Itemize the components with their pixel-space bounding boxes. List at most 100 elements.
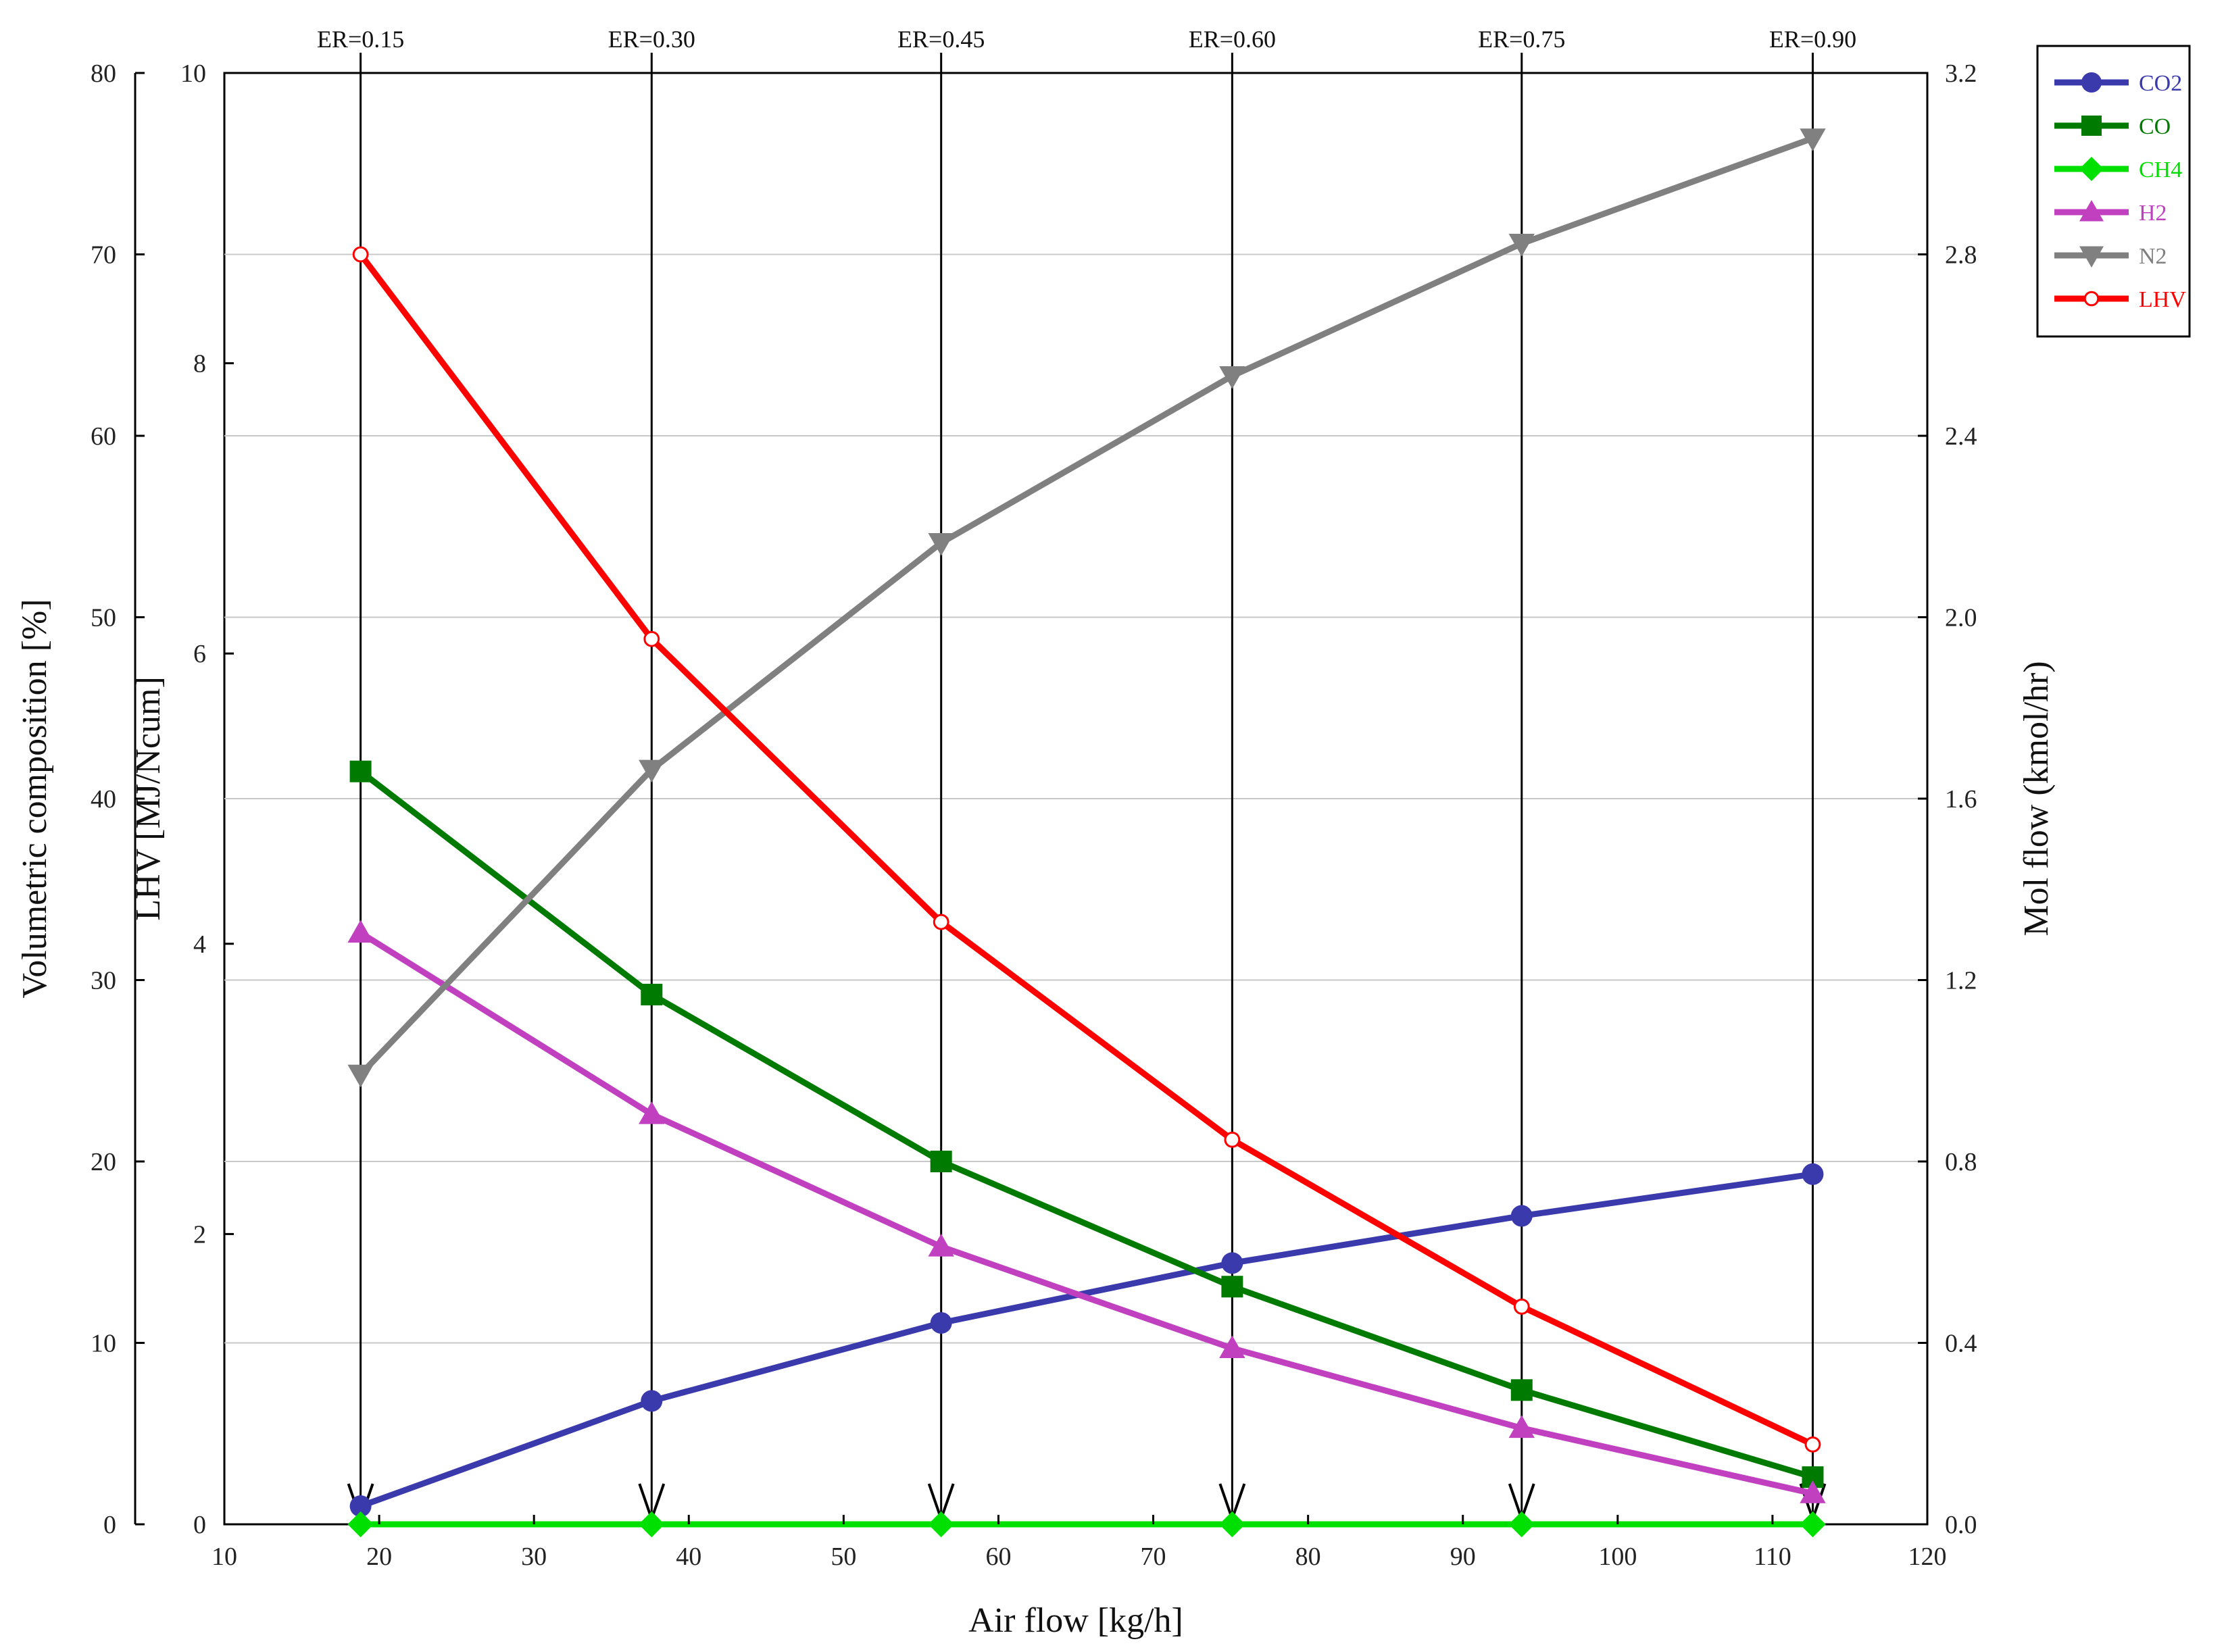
- tick-label-composition: 50: [91, 604, 116, 632]
- legend-label: CO2: [2139, 71, 2182, 96]
- er-label: ER=0.45: [897, 26, 985, 53]
- tick-label-lhv: 6: [193, 640, 206, 668]
- series-layer: [347, 128, 1826, 1538]
- tick-label-x: 60: [985, 1543, 1011, 1571]
- series-line: [358, 252, 1814, 1447]
- tick-label-composition: 70: [91, 241, 116, 270]
- data-point: [1800, 1480, 1826, 1503]
- legend-label: CO: [2139, 114, 2171, 139]
- tick-label-x: 70: [1141, 1543, 1166, 1571]
- tick-label-composition: 80: [91, 59, 116, 88]
- data-point: [930, 1151, 952, 1172]
- data-point: [2079, 200, 2104, 222]
- series-line: [358, 769, 1814, 1480]
- tick-label-molflow: 2.8: [1945, 241, 1977, 270]
- series-ch4: [347, 1511, 1826, 1538]
- data-point: [2079, 157, 2104, 181]
- data-point: [930, 1311, 952, 1334]
- data-point: [643, 630, 660, 647]
- tick-label-lhv: 10: [180, 59, 206, 88]
- data-point: [2081, 72, 2102, 93]
- tick-label-molflow: 1.2: [1945, 967, 1977, 995]
- data-point: [639, 759, 665, 783]
- data-point: [2081, 116, 2102, 136]
- data-point: [933, 913, 949, 930]
- legend-label: CH4: [2139, 157, 2182, 182]
- tick-label-composition: 30: [91, 967, 116, 995]
- legend-item-lhv: LHV: [2054, 287, 2186, 312]
- tick-label-molflow: 0.4: [1945, 1330, 1977, 1358]
- tick-label-composition: 40: [91, 785, 116, 814]
- data-point: [1513, 1298, 1530, 1315]
- tick-label-x: 30: [521, 1543, 547, 1571]
- tick-label-x: 10: [212, 1543, 237, 1571]
- ticks: 0102030405060708002468100.00.40.81.21.62…: [91, 59, 1977, 1571]
- data-point: [347, 1511, 374, 1538]
- tick-label-lhv: 4: [193, 930, 206, 959]
- tick-label-x: 100: [1598, 1543, 1637, 1571]
- data-point: [349, 760, 372, 782]
- data-point: [1221, 1252, 1243, 1274]
- tick-label-x: 90: [1450, 1543, 1476, 1571]
- data-point: [2079, 246, 2104, 268]
- legend-label: N2: [2139, 244, 2167, 269]
- data-point: [639, 1101, 665, 1124]
- legend-box: [2036, 45, 2191, 338]
- data-point: [1219, 1335, 1245, 1358]
- tick-label-molflow: 1.6: [1945, 785, 1977, 814]
- tick-label-x: 110: [1754, 1543, 1791, 1571]
- tick-label-lhv: 8: [193, 350, 206, 378]
- data-point: [641, 983, 663, 1005]
- data-point: [928, 1233, 954, 1257]
- data-point: [1510, 1205, 1533, 1227]
- tick-label-lhv: 2: [193, 1220, 206, 1249]
- legend-item-co: CO: [2054, 114, 2171, 139]
- data-point: [1221, 1276, 1243, 1298]
- data-point: [1224, 1131, 1241, 1148]
- tick-label-lhv: 0: [193, 1511, 206, 1539]
- tick-label-molflow: 2.4: [1945, 422, 1977, 451]
- grid: [224, 253, 1927, 1344]
- legend: CO2 CO CH4 H2 N2 LHV: [2036, 45, 2191, 338]
- data-point: [1510, 1379, 1533, 1401]
- legend-item-co2: CO2: [2054, 71, 2182, 96]
- series-n2: [347, 128, 1826, 1088]
- legend-label: H2: [2139, 201, 2167, 226]
- data-point: [639, 1511, 665, 1538]
- data-point: [1804, 1436, 1821, 1453]
- data-point: [352, 246, 369, 263]
- er-label: ER=0.15: [317, 26, 404, 53]
- data-point: [347, 920, 374, 943]
- legend-item-n2: N2: [2054, 244, 2167, 269]
- data-point: [349, 1495, 372, 1518]
- series-line: [359, 930, 1814, 1497]
- legend-item-h2: H2: [2054, 200, 2167, 226]
- tick-label-molflow: 0.8: [1945, 1148, 1977, 1176]
- data-point: [1219, 366, 1245, 389]
- data-point: [1219, 1511, 1245, 1538]
- series-co2: [349, 1163, 1824, 1518]
- legend-label: LHV: [2139, 287, 2186, 312]
- tick-label-x: 20: [366, 1543, 392, 1571]
- data-point: [641, 1390, 663, 1412]
- series-lhv: [352, 246, 1821, 1453]
- data-point: [1508, 1415, 1535, 1438]
- y-axis-title-molflow: Mol flow (kmol/hr): [2017, 661, 2056, 936]
- data-point: [1508, 1511, 1535, 1538]
- tick-label-composition: 20: [91, 1148, 116, 1176]
- tick-label-molflow: 0.0: [1945, 1511, 1977, 1539]
- tick-label-composition: 0: [103, 1511, 116, 1539]
- data-point: [1802, 1163, 1824, 1185]
- x-axis-title: Air flow [kg/h]: [968, 1601, 1183, 1640]
- tick-label-x: 40: [676, 1543, 701, 1571]
- er-label: ER=0.30: [608, 26, 695, 53]
- er-label: ER=0.75: [1478, 26, 1565, 53]
- data-point: [928, 533, 954, 556]
- data-point: [928, 1511, 954, 1538]
- tick-label-x: 50: [831, 1543, 856, 1571]
- data-point: [1800, 1511, 1826, 1538]
- tick-label-x: 120: [1908, 1543, 1947, 1571]
- tick-label-x: 80: [1295, 1543, 1321, 1571]
- data-point: [1800, 128, 1826, 151]
